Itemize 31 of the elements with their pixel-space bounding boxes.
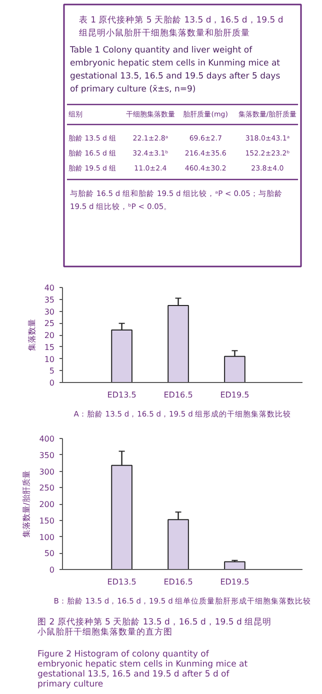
y-tick-label: 250 — [39, 484, 55, 493]
y-tick-label: 100 — [39, 532, 55, 542]
bar — [224, 561, 246, 570]
y-tick-label: 400 — [39, 434, 55, 444]
y-tick-label: 40 — [44, 284, 55, 292]
x-tick-label: ED16.5 — [164, 578, 193, 586]
y-tick-label: 50 — [44, 549, 55, 558]
y-tick-label: 150 — [39, 516, 55, 526]
caption: 图 2 原代接种第 5 天胎龄 13.5 d，16.5 d，19.5 d 组昆明小鼠胎肝干细胞集落数量的直方图 — [38, 616, 272, 638]
y-tick-label: 200 — [39, 500, 55, 509]
y-tick-label: 0 — [49, 378, 55, 388]
y-tick-label: 35 — [44, 295, 55, 304]
text: 表 1 原代接种第 5 天胎龄 13.5 d，16.5 d，19.5 d 组昆明小鼠胎肝干细胞集落数量和胎肝质量 — [78, 14, 284, 38]
y-tick-label: 300 — [39, 467, 55, 476]
x-tick-label: ED19.5 — [220, 390, 250, 400]
x-tick-label: ED13.5 — [107, 578, 136, 586]
y-axis-title: 集落数量/胎肝质量 — [22, 470, 32, 538]
y-tick-label: 30 — [44, 307, 55, 316]
y-tick-label: 20 — [44, 331, 55, 340]
x-tick-label: ED19.5 — [220, 578, 250, 586]
x-tick-label: ED16.5 — [164, 390, 193, 400]
caption: Figure 2 Histogram of colony quantity of embryonic hepatic stem cells in Kunming mice at gestational 13.5, 16.5 and 19.5 d after 5 d of primary culture — [38, 650, 248, 690]
y-tick-label: 15 — [44, 342, 55, 352]
text: Table 1 Colony quantity and liver weight of embryonic hepatic stem cells in Kunming mice at gestational 13.5, 16.5 and 19.5 days after 5 days of primary culture (x̄±s, n=9) — [68, 46, 281, 94]
y-tick-label: 10 — [44, 354, 55, 364]
y-tick-label: 25 — [44, 319, 55, 328]
y-tick-label: 350 — [39, 450, 55, 460]
y-tick-label: 5 — [49, 366, 55, 376]
y-tick-label: 0 — [49, 566, 55, 574]
y-axis-title: 集落数量 — [27, 319, 36, 351]
x-tick-label: ED13.5 — [107, 390, 136, 400]
